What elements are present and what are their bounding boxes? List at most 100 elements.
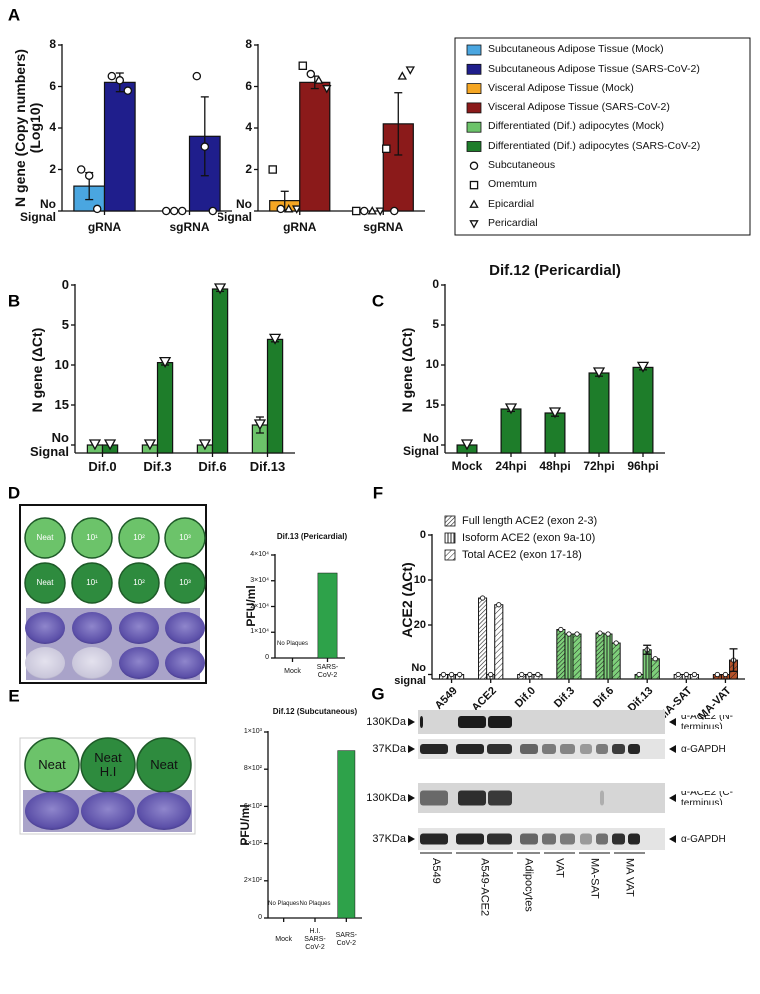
plate-well [118,562,160,604]
y-tick-label: 4×10² [243,839,262,847]
lane-label: VAT [553,858,566,878]
y-tick-label-box: 15 [55,397,69,411]
plate-label-box: Neat [37,578,54,587]
y-tick-label-box: 6 [49,79,56,92]
point [177,206,187,216]
point [107,71,117,81]
x-tick-label: gRNA [283,220,317,235]
y-tick-label: 0 [419,528,426,541]
legend-swatch [466,141,482,152]
blot-band [458,716,486,728]
bar-point [636,671,642,678]
y-tick-label-box: 0 [419,528,426,541]
blot-size-label-box: 130KDa [366,716,406,728]
y-tick-label-box: No Signal [403,431,439,457]
lane-label: MA VAT [623,858,636,897]
x-tick-label: Dif.6 [198,458,227,474]
size-arrow [408,745,415,753]
bar-point [558,626,564,633]
bar-pattern [478,597,488,680]
lane-label: Adipocytes [522,858,535,912]
plate-label-box: 10² [133,578,145,587]
legend-frame [454,37,751,236]
plate-label: 10³ [179,532,191,542]
value-label: No Plaques [299,900,331,907]
point [460,439,474,451]
point [158,356,172,368]
bar-point [574,631,580,637]
point [88,439,102,451]
point [592,367,606,379]
bar-point [535,671,541,678]
bar-pattern [572,633,582,680]
blot-size-label-box: 37KDa [372,833,406,845]
legend-label: Full length ACE2 (exon 2-3) [462,514,598,527]
y-tick-label-box: 0 [432,278,439,291]
point [382,144,391,153]
point [208,206,218,216]
x-tick-label: gRNA [87,220,122,235]
legend-swatch [444,532,456,544]
plate-label-box: Neat [150,757,177,771]
legend-swatch [466,121,482,133]
bar-pattern [603,633,613,680]
y-tick-label-box: 6×10² [243,802,262,810]
y-tick-label-box: 8 [49,38,56,51]
bar-pattern [595,632,605,680]
y-tick-label-box: 2×10² [244,877,262,884]
x-tick-label-box: Dif.3 [143,459,171,473]
legend-label: Subcutaneous [488,159,556,172]
point [169,206,179,216]
y-tick-label: 5 [61,316,69,332]
y-tick-label: 1×10³ [243,728,262,736]
plate-label-box: Neat H.I [94,750,121,779]
plate-well [71,562,113,604]
y-tick-label-box: 8×10² [244,765,262,772]
plate-label-box: Neat [37,533,54,542]
plate-label: 10¹ [86,532,98,542]
y-axis-title-box: ACE2 (ΔCt) [399,562,415,637]
bar [156,362,174,454]
chart-title: Dif.13 (Pericardial) [276,531,348,541]
x-tick-label-box: Dif.0 [88,459,116,473]
lane-label-box: A549 [430,858,442,884]
bar-point [527,671,533,678]
blot-band [420,744,448,754]
blot-strip [418,739,665,759]
point [298,61,308,71]
blot-band [612,744,625,754]
bar-pattern [556,629,566,680]
point [84,171,94,180]
y-tick-label: 6×10² [243,802,262,810]
y-tick-label: 10 [413,573,426,586]
x-tick-label: 96hpi [627,459,659,474]
antibody-label: α-GAPDH [681,833,726,845]
y-tick-label-box: 6 [245,79,252,92]
point [292,205,302,214]
bar-pattern [650,658,660,680]
x-tick-label-box: SARS-CoV-2 [336,932,357,947]
point [123,86,133,95]
blot-band [628,744,640,754]
y-axis-title-box: PFU/ml [238,804,252,845]
chart-title-box: Dif.13 (Pericardial) [276,531,348,541]
blot-band [520,744,538,754]
legend-swatch [466,63,482,75]
value-label: No Plaques [276,640,309,647]
legend-swatch [466,83,482,94]
panel-label: C [372,291,384,310]
bar-point [613,640,619,646]
bar-point [488,671,494,678]
y-tick-label: 4×10⁴ [250,551,269,559]
point [161,206,171,216]
value-label: No Plaques [268,900,300,907]
bar [299,81,331,212]
blot-band [487,744,512,754]
panel-label: E [8,686,19,705]
y-tick-label-box: 4×10² [243,839,262,847]
point [405,66,415,75]
x-tick-label: sgRNA [363,220,404,235]
antibody-label-box: α-ACE2 (C-terminus) [681,791,733,805]
y-tick-label-box: 10 [413,573,426,586]
blot-band [488,716,512,728]
